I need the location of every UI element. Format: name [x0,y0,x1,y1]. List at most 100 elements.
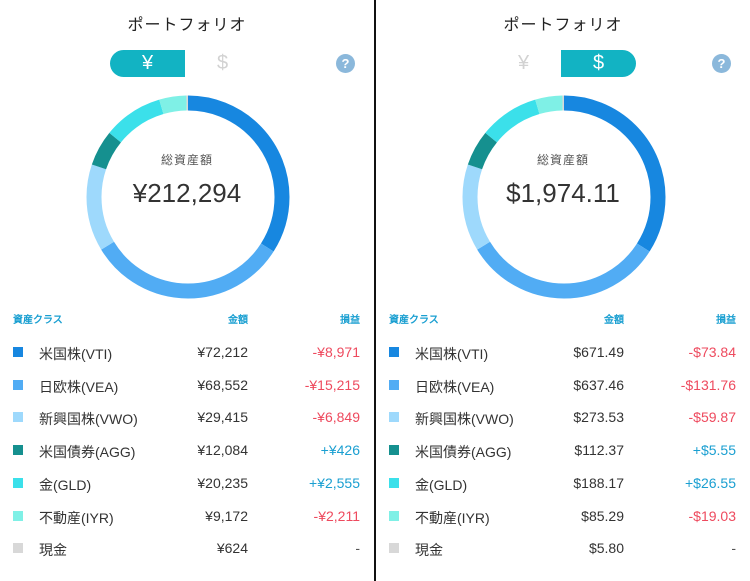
total-assets-value: ¥212,294 [132,178,242,208]
asset-gain: +$26.55 [685,474,736,491]
usd-toggle-button[interactable]: $ [216,52,229,74]
asset-row[interactable]: 新興国株(VWO) ¥29,415 -¥6,849 [0,408,374,428]
total-assets-label: 総資産額 [160,153,213,167]
donut-slice [86,95,290,299]
donut-slice [462,95,666,299]
asset-amount: ¥20,235 [197,474,248,491]
help-icon[interactable]: ? [336,54,355,73]
legend-swatch [13,347,23,357]
legend-swatch [13,412,23,423]
asset-name: 現金 [415,542,443,559]
asset-row[interactable]: 現金 ¥624 - [0,539,374,559]
total-assets-value: $1,974.11 [506,178,620,208]
asset-row[interactable]: 現金 $5.80 - [376,539,750,559]
asset-row[interactable]: 不動産(IYR) ¥9,172 -¥2,211 [0,507,374,527]
asset-amount: ¥29,415 [197,409,248,426]
yen-toggle-button[interactable]: ¥ [517,52,530,74]
legend-swatch [13,510,23,521]
asset-name: 米国債券(AGG) [415,444,512,461]
asset-name: 新興国株(VWO) [415,411,514,428]
donut-slice [86,95,290,299]
help-icon[interactable]: ? [712,54,731,73]
asset-gain: - [355,540,360,557]
table-header: 資産クラス 金額 損益 [376,311,750,326]
asset-amount: $671.49 [573,344,624,360]
asset-row[interactable]: 米国債券(AGG) ¥12,084 +¥426 [0,441,374,461]
portfolio-panel-yen: ポートフォリオ ¥ $ ? 総資産額 ¥212,294 資産クラス 金額 損益 … [0,0,374,581]
legend-swatch [389,412,399,423]
asset-name: 米国株(VTI) [415,346,489,362]
asset-name: 米国債券(AGG) [39,444,136,461]
yen-toggle-button[interactable]: ¥ [110,50,185,77]
asset-gain: +¥426 [320,442,360,459]
asset-gain: -¥6,849 [312,409,360,426]
asset-row[interactable]: 米国債券(AGG) $112.37 +$5.55 [376,441,750,461]
asset-amount: ¥68,552 [197,376,248,393]
asset-amount: $112.37 [574,442,624,459]
header-amount: 金額 [228,315,248,326]
asset-name: 日欧株(VEA) [415,378,495,395]
asset-amount: $273.53 [573,409,624,426]
legend-swatch [389,510,399,521]
asset-row[interactable]: 不動産(IYR) $85.29 -$19.03 [376,507,750,527]
page-title: ポートフォリオ [127,17,247,34]
asset-name: 金(GLD) [39,476,92,493]
asset-amount: ¥9,172 [205,507,248,524]
legend-swatch [389,477,399,488]
asset-amount: ¥12,084 [197,442,248,459]
header-gain: 損益 [340,315,360,326]
asset-gain: - [731,540,736,557]
page-title: ポートフォリオ [503,17,623,34]
asset-gain: -$19.03 [688,507,736,524]
total-assets-label: 総資産額 [536,153,589,167]
legend-swatch [389,379,399,390]
asset-amount: $637.46 [573,376,624,393]
asset-name: 不動産(IYR) [415,509,490,526]
header-gain: 損益 [716,315,736,326]
asset-gain: -$73.84 [688,344,736,360]
legend-swatch [389,543,399,554]
currency-toggle[interactable]: ¥ $ [110,50,260,77]
table-header: 資産クラス 金額 損益 [0,311,374,326]
donut-slice [462,95,666,299]
asset-row[interactable]: 金(GLD) $188.17 +$26.55 [376,474,750,494]
asset-gain: -¥8,971 [312,344,360,360]
asset-name: 金(GLD) [415,476,468,493]
asset-name: 米国株(VTI) [39,346,113,362]
asset-gain: +$5.55 [692,442,736,459]
asset-name: 不動産(IYR) [39,509,114,526]
asset-row[interactable]: 米国株(VTI) ¥72,212 -¥8,971 [0,343,374,363]
usd-toggle-button[interactable]: $ [561,50,636,77]
asset-name: 日欧株(VEA) [39,378,119,395]
asset-amount: ¥72,212 [197,344,248,360]
allocation-donut-chart [462,95,666,299]
legend-swatch [389,347,399,357]
asset-amount: $85.29 [581,507,624,524]
header-amount: 金額 [604,315,624,326]
currency-toggle[interactable]: ¥ $ [486,50,636,77]
asset-amount: $5.80 [588,540,624,557]
legend-swatch [13,477,23,488]
panel-divider [374,0,376,581]
asset-gain: -¥2,211 [313,507,360,524]
asset-amount: ¥624 [216,540,248,557]
donut-slice [86,95,290,299]
portfolio-panel-usd: ポートフォリオ ¥ $ ? 総資産額 $1,974.11 資産クラス 金額 損益… [376,0,750,581]
asset-amount: $188.17 [573,474,624,491]
legend-swatch [13,543,23,554]
asset-gain: -$131.76 [680,376,736,393]
legend-swatch [13,445,23,456]
header-asset-class: 資産クラス [13,315,63,326]
header-asset-class: 資産クラス [389,315,439,326]
donut-slice [462,95,666,299]
legend-swatch [13,379,23,390]
asset-row[interactable]: 日欧株(VEA) $637.46 -$131.76 [376,376,750,396]
asset-gain: -$59.87 [688,409,736,426]
asset-row[interactable]: 米国株(VTI) $671.49 -$73.84 [376,343,750,363]
asset-name: 新興国株(VWO) [39,411,138,428]
asset-row[interactable]: 金(GLD) ¥20,235 +¥2,555 [0,474,374,494]
asset-row[interactable]: 新興国株(VWO) $273.53 -$59.87 [376,408,750,428]
asset-row[interactable]: 日欧株(VEA) ¥68,552 -¥15,215 [0,376,374,396]
asset-gain: -¥15,215 [304,376,360,393]
legend-swatch [389,445,399,456]
